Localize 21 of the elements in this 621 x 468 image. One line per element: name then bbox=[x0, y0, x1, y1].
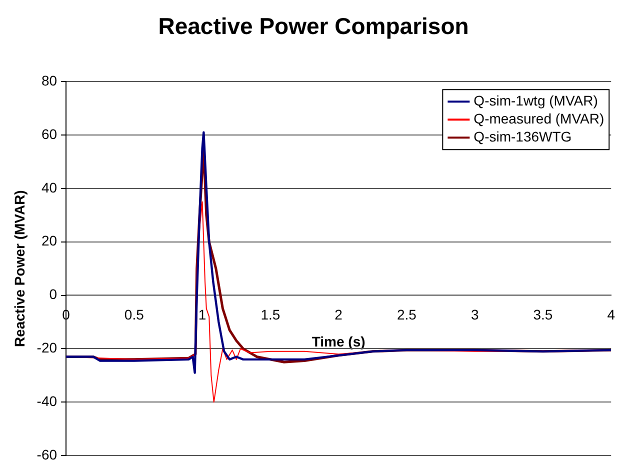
legend-label: Q-sim-1wtg (MVAR) bbox=[474, 92, 598, 108]
x-tick-label: 1 bbox=[198, 306, 206, 323]
y-tick-label: 20 bbox=[41, 232, 58, 249]
y-tick-label: -20 bbox=[36, 340, 58, 356]
x-tick-label: 0.5 bbox=[124, 306, 144, 323]
x-tick-label: 1.5 bbox=[260, 306, 280, 323]
chart-title: Reactive Power Comparison bbox=[158, 13, 469, 40]
legend-label: Q-sim-136WTG bbox=[474, 128, 572, 144]
y-tick-label: 60 bbox=[41, 126, 58, 142]
x-tick-label: 4 bbox=[607, 306, 616, 323]
y-tick-label: 40 bbox=[41, 179, 58, 196]
x-tick-label: 2.5 bbox=[396, 306, 417, 323]
y-axis-title: Reactive Power (MVAR) bbox=[11, 190, 28, 348]
y-tick-label: -60 bbox=[36, 446, 58, 462]
y-tick-label: 80 bbox=[41, 72, 58, 88]
legend-label: Q-measured (MVAR) bbox=[474, 110, 604, 126]
y-tick-label: -40 bbox=[36, 393, 58, 410]
x-tick-label: 2 bbox=[334, 306, 343, 323]
y-tick-label: 0 bbox=[49, 286, 58, 302]
x-tick-label: 3 bbox=[470, 306, 479, 323]
x-tick-label: 3.5 bbox=[533, 306, 553, 323]
